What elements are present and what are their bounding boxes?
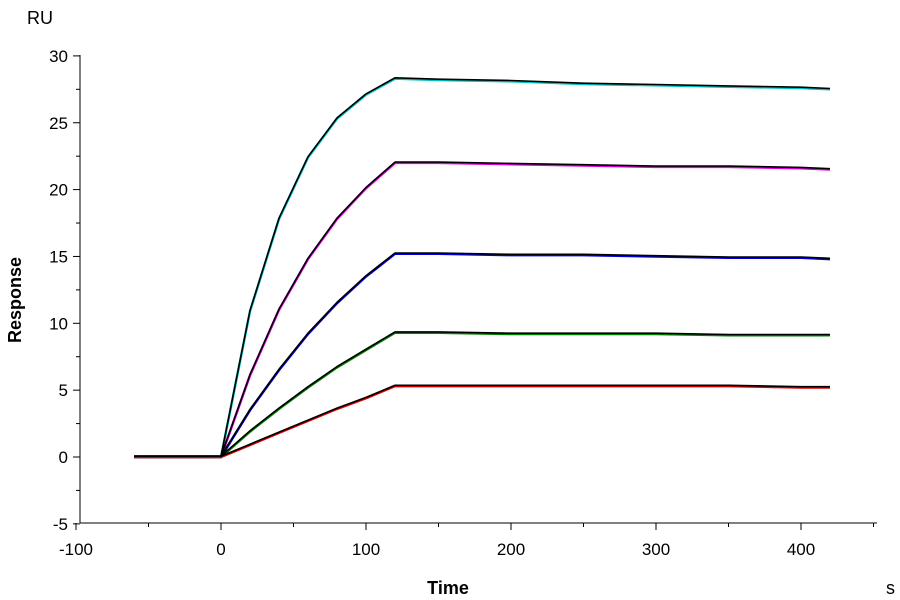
x-unit-label: s [886,578,895,598]
axes: -100 0 100 200 300 400 -5 0 5 10 15 20 25 30 [49,47,877,559]
data-trace-2 [134,161,831,459]
x-tick-label: -100 [59,540,93,559]
y-tick-label: 10 [49,314,68,333]
y-tick-label: 30 [49,47,68,66]
x-axis-label: Time [427,578,469,598]
y-tick-label: 20 [49,181,68,200]
y-tick-label: 15 [49,247,68,266]
data-trace-5 [134,384,830,459]
y-tick-label: -5 [53,515,68,534]
data-trace-1 [134,77,831,459]
x-tick-label: 400 [787,540,815,559]
y-tick-label: 5 [59,381,68,400]
y-tick-label: 25 [49,114,68,133]
y-axis-label: Response [5,257,25,343]
data-trace-4 [134,331,830,459]
x-tick-label: 100 [352,540,380,559]
fit-curve-5 [134,384,830,457]
data-trace-3 [134,252,831,459]
fit-curve-2 [134,161,831,457]
x-tick-label: 200 [497,540,525,559]
fit-curve-3 [134,252,831,457]
series-group [134,76,831,459]
x-tick-label: 0 [216,540,225,559]
fit-curve-4 [134,331,830,457]
fit-curve-1 [134,76,831,457]
x-tick-label: 300 [642,540,670,559]
y-tick-label: 0 [59,448,68,467]
y-unit-label: RU [27,8,53,28]
